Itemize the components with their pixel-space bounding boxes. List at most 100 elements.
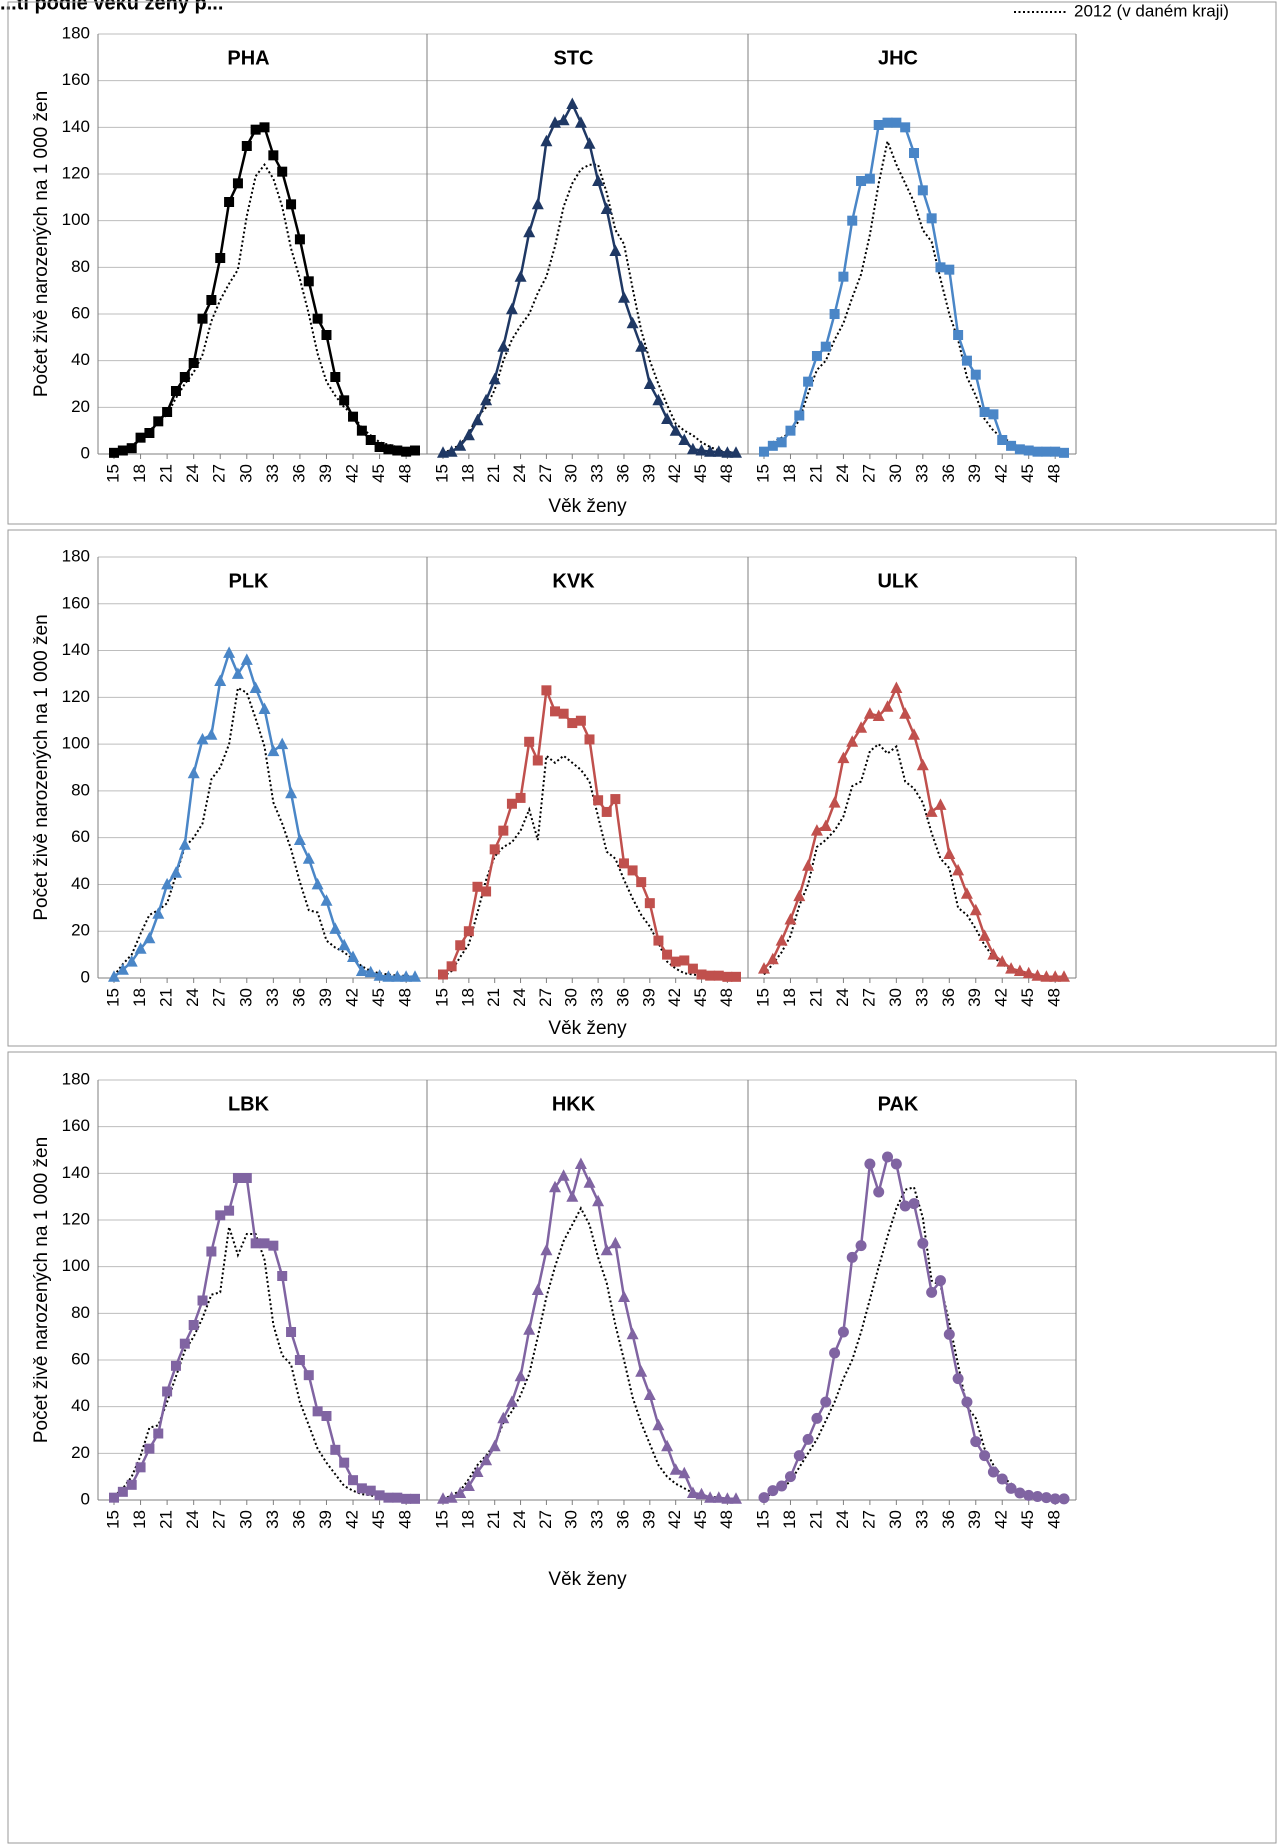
- y-tick-label: 40: [71, 350, 90, 369]
- data-point: [153, 416, 164, 427]
- data-point: [996, 1473, 1008, 1485]
- data-point: [488, 1439, 501, 1452]
- y-tick-label: 140: [62, 117, 90, 136]
- region-title: PLK: [229, 570, 270, 592]
- x-tick-label: 27: [536, 1510, 555, 1529]
- data-point: [401, 1493, 412, 1504]
- data-point: [514, 1369, 527, 1382]
- x-tick-label: 42: [992, 988, 1011, 1007]
- x-tick-label: 48: [1045, 464, 1064, 483]
- data-point: [776, 1480, 788, 1492]
- data-point: [758, 962, 770, 974]
- data-point: [837, 751, 850, 764]
- data-point: [364, 965, 377, 978]
- x-tick-label: 45: [691, 464, 710, 483]
- data-point: [873, 1186, 885, 1198]
- legend-reference-label: 2012 (v daném kraji): [1074, 1, 1229, 20]
- data-point: [758, 1492, 770, 1504]
- panel-jhc: JHC 15 18 21 24 27 30 33 36 39 42 45 48: [753, 47, 1069, 483]
- x-tick-label: 42: [343, 988, 362, 1007]
- y-tick-label: 40: [71, 874, 90, 893]
- data-point: [117, 445, 128, 456]
- data-point: [294, 234, 305, 245]
- data-point: [109, 1492, 119, 1503]
- data-point: [1014, 1487, 1026, 1499]
- data-point: [961, 355, 972, 366]
- region-title: JHC: [878, 47, 918, 69]
- x-tick-label: 36: [289, 464, 308, 483]
- x-tick-label: 33: [588, 464, 607, 483]
- data-point: [557, 1169, 570, 1181]
- row-frame: [7, 529, 1277, 1047]
- data-point: [1059, 447, 1069, 458]
- data-point: [223, 646, 236, 658]
- x-tick-label: 45: [1018, 1510, 1037, 1529]
- data-point: [766, 952, 779, 965]
- y-axis-title: Počet živě narozených na 1 000 žen: [31, 91, 52, 397]
- data-point: [523, 225, 536, 238]
- x-tick-label: 48: [717, 1510, 736, 1529]
- y-tick-label: 100: [62, 210, 90, 229]
- x-tick-label: 27: [859, 1510, 878, 1529]
- x-tick-label: 24: [510, 988, 529, 1007]
- data-point: [268, 150, 279, 161]
- series-2012-reference-line: [113, 1226, 415, 1500]
- data-point: [454, 1486, 467, 1498]
- y-tick-label: 20: [71, 397, 90, 416]
- data-point: [696, 969, 707, 980]
- y-axis-title: Počet živě narozených na 1 000 žen: [31, 1137, 52, 1443]
- data-point: [339, 395, 350, 406]
- data-point: [1049, 970, 1062, 982]
- data-point: [1041, 446, 1052, 457]
- x-tick-label: 30: [236, 988, 255, 1007]
- data-point: [670, 956, 681, 967]
- x-tick-label: 33: [263, 1510, 282, 1529]
- data-point: [135, 432, 146, 443]
- data-point: [856, 176, 867, 186]
- data-point: [662, 949, 673, 960]
- y-tick-label: 180: [62, 546, 90, 565]
- data-point: [970, 1436, 982, 1448]
- data-point: [775, 934, 788, 946]
- data-point: [480, 1453, 493, 1466]
- data-point: [574, 116, 587, 128]
- chart-title-fragment: ...ti podle věku ženy p...: [0, 0, 223, 14]
- data-point: [600, 1243, 613, 1256]
- data-point: [445, 445, 458, 457]
- x-tick-label: 15: [753, 1510, 772, 1529]
- data-point: [713, 970, 724, 981]
- x-tick-label: 15: [103, 1510, 122, 1529]
- data-point: [784, 913, 797, 925]
- data-point: [481, 886, 492, 897]
- x-tick-label: 24: [183, 1510, 202, 1529]
- data-point: [609, 1236, 622, 1249]
- x-tick-label: 18: [130, 464, 149, 483]
- region-title: PHA: [227, 47, 269, 69]
- data-point: [970, 369, 981, 380]
- x-tick-label: 42: [343, 1510, 362, 1529]
- region-title: ULK: [877, 570, 919, 592]
- data-point: [776, 437, 787, 448]
- data-point: [829, 1347, 841, 1359]
- region-title: PAK: [878, 1093, 919, 1115]
- data-point: [794, 410, 805, 421]
- data-point: [506, 798, 517, 809]
- data-point: [917, 1237, 929, 1249]
- row-frame: [7, 1, 1277, 525]
- x-tick-label: 21: [806, 1510, 825, 1529]
- data-point: [365, 435, 376, 445]
- x-tick-label: 42: [665, 988, 684, 1007]
- x-tick-label: 33: [263, 988, 282, 1007]
- data-point: [618, 291, 630, 303]
- x-tick-label: 21: [806, 988, 825, 1007]
- data-point: [600, 202, 613, 214]
- data-point: [515, 792, 526, 803]
- data-point: [943, 1328, 955, 1340]
- data-point: [846, 1251, 858, 1263]
- data-point: [899, 707, 912, 719]
- series-line: [442, 685, 736, 979]
- x-tick-label: 45: [369, 1510, 388, 1529]
- x-tick-label: 36: [939, 988, 958, 1007]
- data-point: [838, 271, 849, 282]
- x-tick-label: 27: [536, 464, 555, 483]
